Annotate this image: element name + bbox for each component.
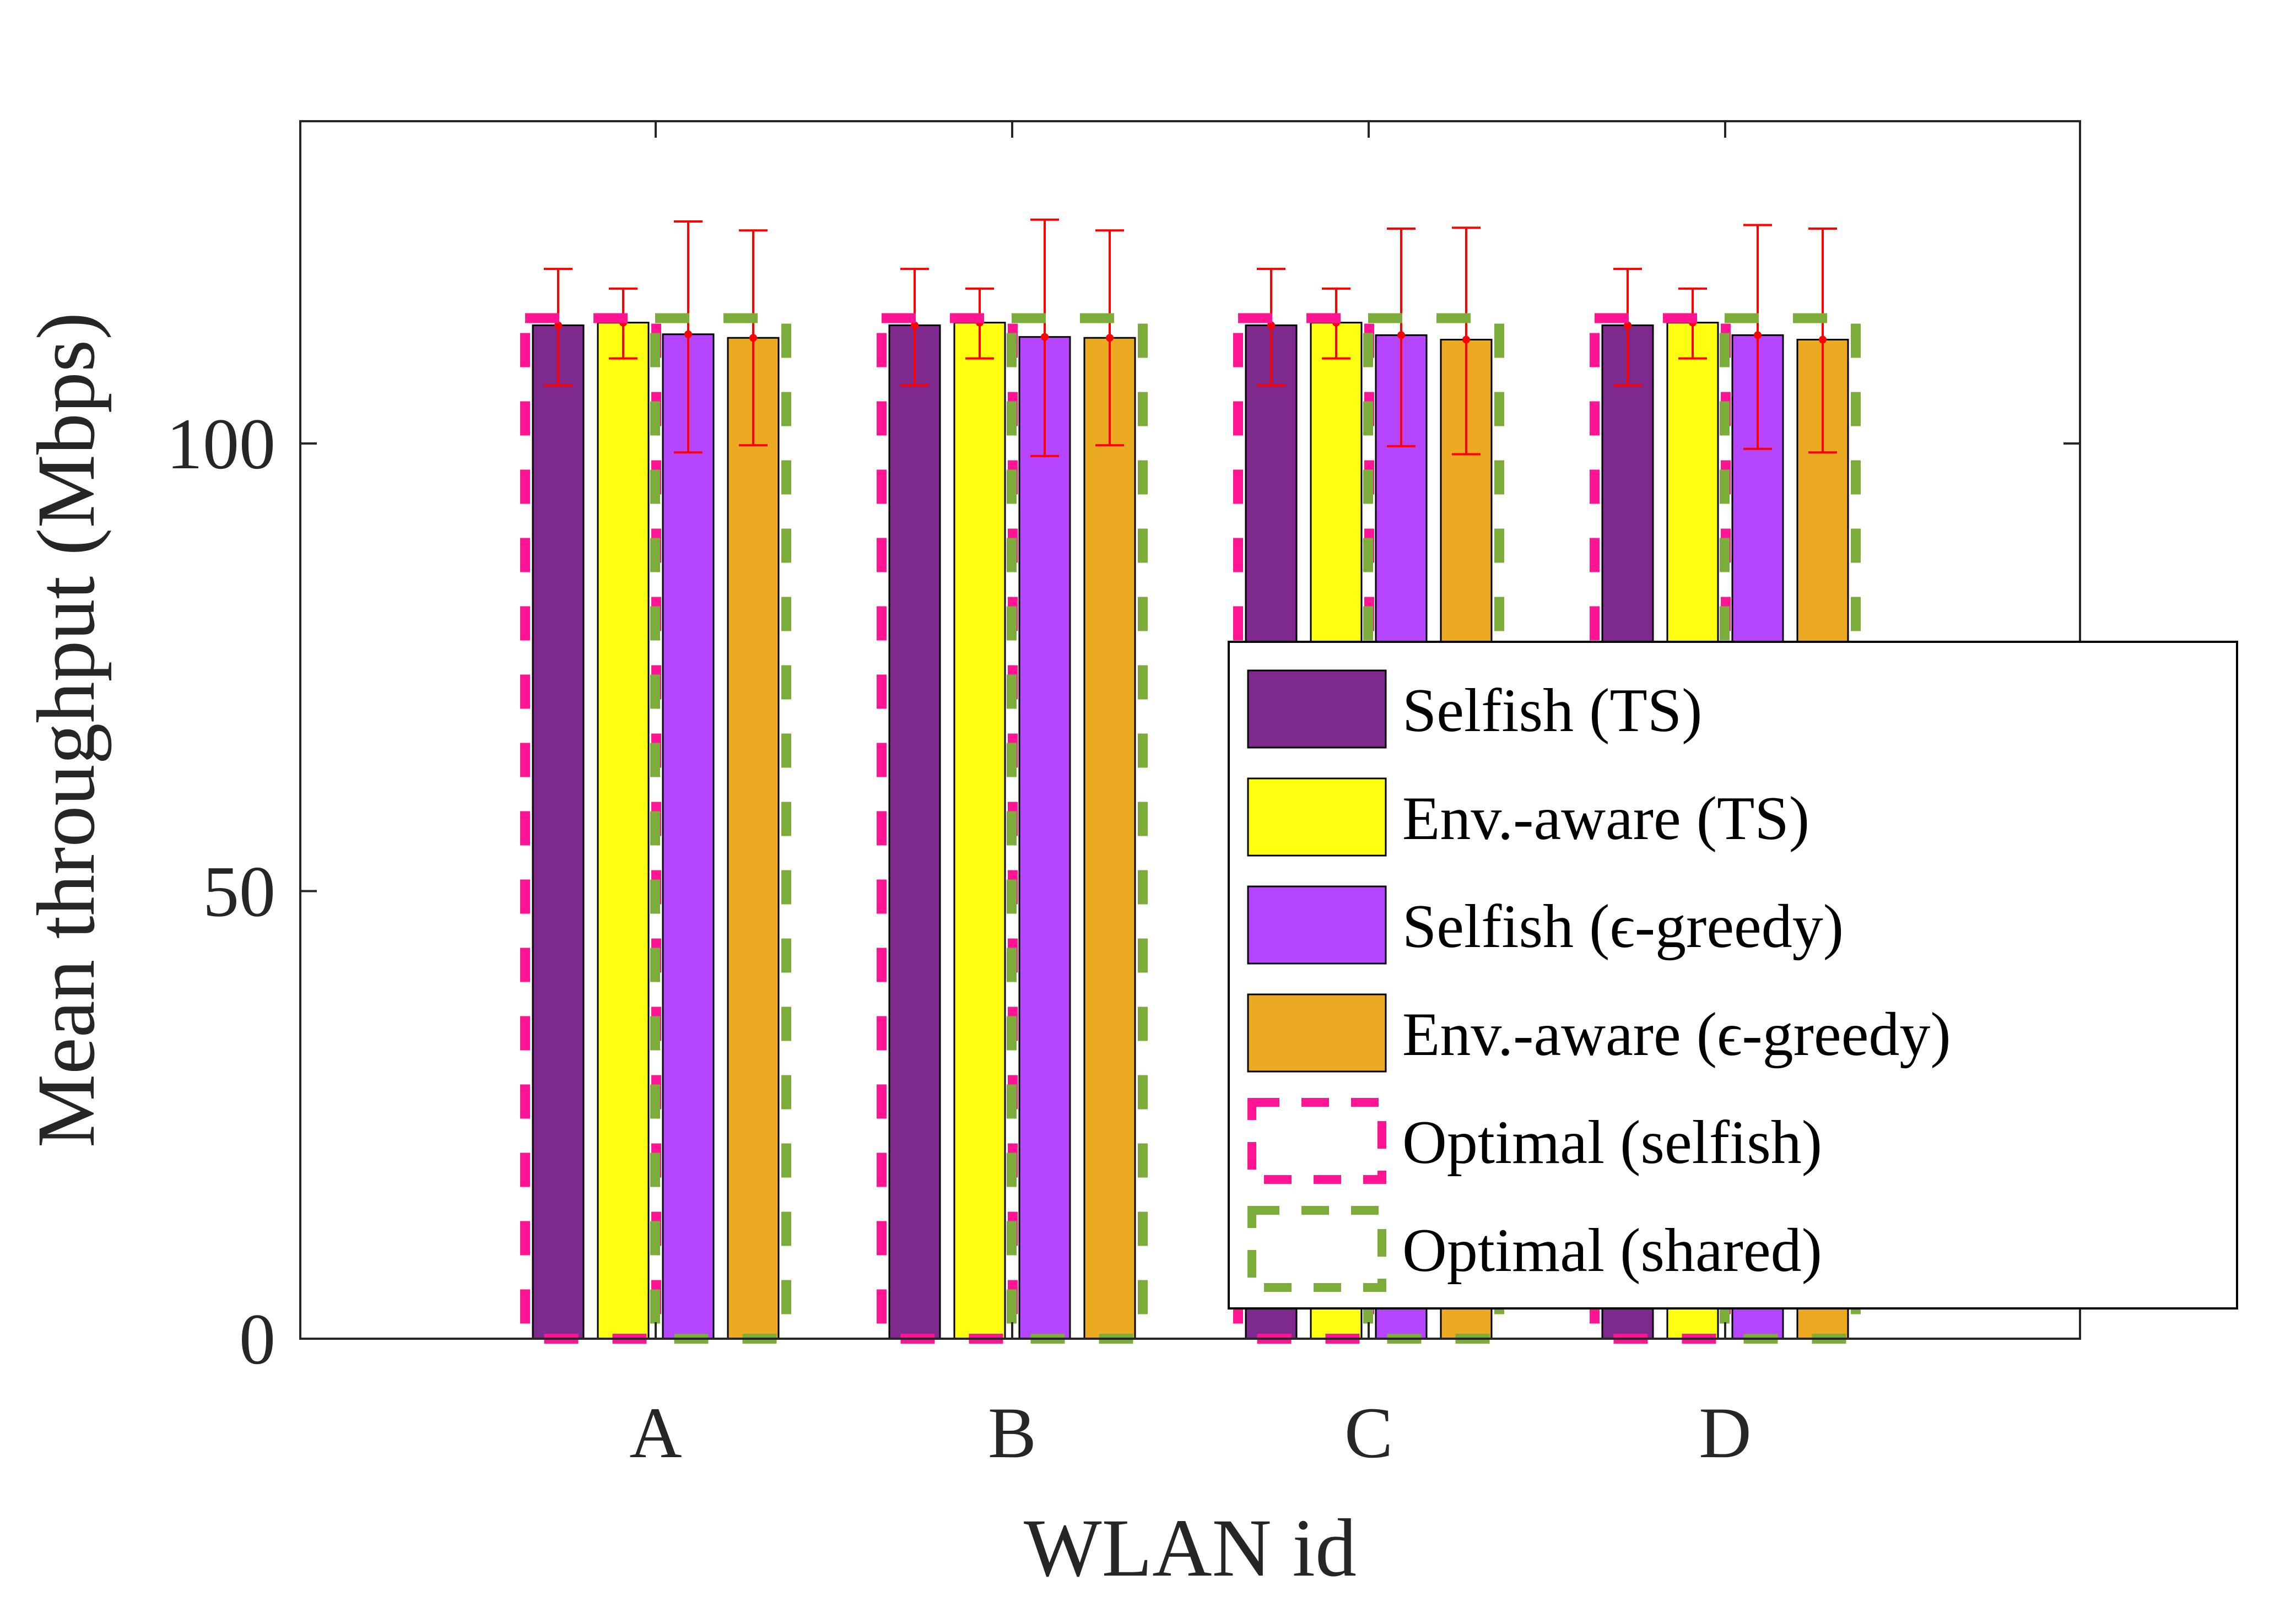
error-bar-selfish-eps-greedy-c [1387,228,1416,447]
error-bar-marker [1397,331,1405,339]
optimal-box-optimal-shared-b [1007,313,1148,1344]
x-tick-label-b: B [988,1392,1036,1473]
error-bar-selfish-ts-d [1613,268,1642,387]
x-tick-label-a: A [629,1392,682,1473]
error-bar-marker [1041,333,1049,341]
x-tick-label-c: C [1344,1392,1393,1473]
y-tick-label-50: 50 [203,851,275,932]
error-bar-marker [1462,336,1470,344]
bar-selfish-ts-b [888,324,941,1340]
legend-swatch [1247,1098,1386,1184]
legend-label: Optimal (selfish) [1402,1108,1822,1177]
bar-env-aware-ts-a [597,322,650,1340]
error-bar-marker [911,321,919,329]
legend-entry-optimal-shared: Optimal (shared) [1247,1206,1822,1292]
legend-entry-selfish-eps-greedy: Selfish (ϵ-greedy) [1247,885,1844,965]
error-bar-marker [749,334,757,342]
error-bar-selfish-ts-a [544,268,572,387]
error-bar-selfish-ts-c [1257,268,1285,387]
legend-swatch [1247,777,1387,857]
error-bars-layer [544,218,1837,457]
error-bar-selfish-ts-b [900,268,929,387]
error-bar-marker [1267,321,1275,329]
y-tick-label-100: 100 [166,403,275,484]
error-bar-marker [554,321,562,329]
error-bar-marker [684,330,692,338]
error-bar-marker [1754,331,1762,339]
error-bar-env-aware-eps-greedy-c [1452,226,1481,456]
error-bar-selfish-eps-greedy-b [1030,218,1059,457]
bar-env-aware-ts-b [953,322,1006,1340]
error-bar-env-aware-eps-greedy-d [1808,228,1837,454]
legend: Selfish (TS) Env.-aware (TS) Selfish (ϵ-gr… [1228,641,2238,1310]
legend-entry-env-aware-ts: Env.-aware (TS) [1247,777,1809,857]
bar-selfish-eps-greedy-a [662,333,715,1340]
y-axis-title: Mean throughput (Mbps) [20,312,112,1148]
x-axis-title: WLAN id [1024,1502,1357,1594]
bar-env-aware-eps-greedy-b [1083,337,1136,1340]
legend-entry-optimal-selfish: Optimal (selfish) [1247,1098,1822,1184]
legend-entry-selfish-ts: Selfish (TS) [1247,669,1702,749]
bar-selfish-ts-a [532,324,585,1340]
error-bar-marker [1106,334,1114,342]
legend-entry-env-aware-eps-greedy: Env.-aware (ϵ-greedy) [1247,993,1951,1073]
error-bar-selfish-eps-greedy-a [674,220,703,454]
error-bar-marker [1819,336,1827,344]
legend-box [1228,641,2238,1310]
legend-label: Env.-aware (TS) [1402,784,1809,853]
error-bar-env-aware-eps-greedy-b [1095,229,1124,447]
ticks-layer: A B C D 0 50 100 [166,121,2080,1473]
optimal-box-optimal-shared-a [650,313,791,1344]
bar-selfish-eps-greedy-b [1018,336,1071,1340]
bar-env-aware-eps-greedy-a [727,337,780,1340]
legend-swatch [1247,993,1387,1073]
legend-label: Env.-aware (ϵ-greedy) [1402,1000,1951,1069]
error-bar-marker [1624,321,1631,329]
legend-label: Selfish (TS) [1402,677,1702,745]
y-tick-label-0: 0 [239,1298,275,1379]
error-bar-selfish-eps-greedy-d [1743,224,1772,450]
legend-swatch [1247,1206,1386,1292]
legend-swatch [1247,885,1387,965]
legend-label: Selfish (ϵ-greedy) [1402,892,1844,961]
legend-label: Optimal (shared) [1402,1216,1822,1285]
legend-swatch [1247,669,1387,749]
error-bar-env-aware-eps-greedy-a [739,229,768,447]
x-tick-label-d: D [1699,1392,1751,1473]
